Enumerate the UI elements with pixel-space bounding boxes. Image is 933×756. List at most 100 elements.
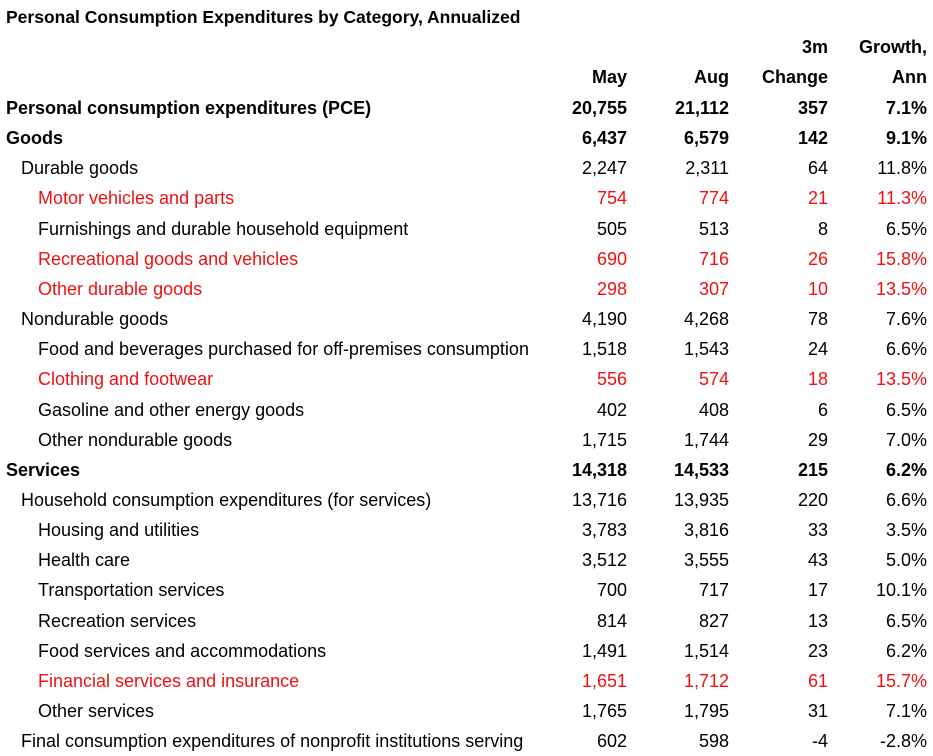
cell-may: 505 [596, 218, 627, 239]
table-row: Recreation services 814 827 13 6.5% [0, 606, 933, 636]
cell-growth: 6.5% [885, 218, 927, 239]
cell-may: 3,783 [581, 520, 627, 541]
cell-aug: 716 [698, 248, 729, 269]
cell-may: 1,491 [581, 640, 627, 661]
header-change-line1: 3m [801, 37, 828, 57]
cell-aug: 717 [698, 580, 729, 601]
cell-may: 690 [596, 248, 627, 269]
header-growth-bottom: Ann [836, 62, 927, 92]
cell-growth: 6.5% [885, 399, 927, 420]
cell-growth: 15.8% [875, 248, 927, 269]
table-row: Other services 1,765 1,795 31 7.1% [0, 696, 933, 726]
table-row: Gasoline and other energy goods 402 408 6 6.… [0, 395, 933, 425]
cell-change: 24 [807, 339, 828, 360]
cell-growth: 7.1% [885, 98, 927, 118]
row-label: Furnishings and durable household equipm… [38, 218, 409, 239]
header-change-line2: Change [761, 67, 828, 87]
cell-growth: 7.1% [885, 701, 927, 721]
cell-change: 357 [797, 98, 828, 118]
cell-may: 3,512 [581, 550, 627, 571]
table-row: Durable goods 2,247 2,311 64 11.8% [0, 153, 933, 183]
table-row: Furnishings and durable household equipm… [0, 214, 933, 244]
cell-may: 556 [596, 369, 627, 390]
cell-growth: 13.5% [875, 278, 927, 299]
row-label: Other nondurable goods [38, 429, 233, 450]
cell-may: 754 [596, 188, 627, 209]
cell-growth: 6.5% [885, 610, 927, 631]
cell-change: 215 [797, 459, 828, 480]
cell-may: 814 [596, 610, 627, 631]
row-label: Other durable goods [38, 278, 203, 299]
cell-growth: 5.0% [885, 550, 927, 571]
cell-growth: 6.2% [885, 640, 927, 661]
cell-change: 26 [807, 248, 828, 269]
cell-growth: 15.7% [875, 670, 927, 691]
cell-change: 78 [807, 309, 828, 330]
cell-change: 10 [807, 278, 828, 299]
table-row: Goods 6,437 6,579 142 9.1% [0, 123, 933, 153]
table-row: Other durable goods 298 307 10 13.5% [0, 274, 933, 304]
cell-aug: 598 [698, 731, 729, 752]
cell-change: 33 [807, 520, 828, 541]
cell-aug: 6,579 [683, 128, 729, 149]
row-label: Recreational goods and vehicles [38, 248, 299, 269]
cell-may: 6,437 [581, 128, 627, 149]
row-label: Goods [6, 128, 63, 149]
row-label: Financial services and insurance [38, 670, 300, 691]
cell-aug: 14,533 [673, 459, 729, 480]
header-change-top: 3m [740, 32, 828, 62]
table-row: Transportation services 700 717 17 10.1% [0, 575, 933, 605]
header-may: May [560, 62, 627, 92]
cell-growth: 6.2% [885, 459, 927, 480]
cell-may: 402 [596, 399, 627, 420]
cell-aug: 21,112 [674, 98, 729, 118]
cell-growth: 9.1% [885, 128, 927, 149]
table-row: Services 14,318 14,533 215 6.2% [0, 455, 933, 485]
cell-aug: 574 [698, 369, 729, 390]
cell-growth: 10.1% [875, 580, 927, 601]
cell-may: 1,765 [581, 701, 627, 721]
table-row: Housing and utilities 3,783 3,816 33 3.5% [0, 515, 933, 545]
cell-change: 18 [807, 369, 828, 390]
cell-may: 2,247 [581, 158, 627, 179]
table-row: Personal consumption expenditures (PCE) 2… [0, 93, 933, 123]
cell-may: 20,755 [571, 98, 627, 118]
header-growth-line1: Growth, [859, 37, 927, 57]
cell-aug: 774 [698, 188, 729, 209]
cell-growth: 7.0% [885, 429, 927, 450]
cell-may: 1,651 [581, 670, 627, 691]
row-label: Gasoline and other energy goods [38, 399, 305, 420]
row-label: Final consumption expenditures of nonpro… [21, 731, 528, 752]
cell-growth: 7.6% [885, 309, 927, 330]
cell-may: 1,715 [581, 429, 627, 450]
table-row: Food and beverages purchased for off-pre… [0, 334, 933, 364]
cell-change: 17 [807, 580, 828, 601]
row-label: Nondurable goods [21, 309, 169, 330]
cell-aug: 2,311 [685, 158, 729, 179]
cell-may: 602 [596, 731, 627, 752]
table-row: Recreational goods and vehicles 690 716 26 1… [0, 244, 933, 274]
cell-aug: 1,514 [683, 640, 729, 661]
cell-growth: 13.5% [875, 369, 927, 390]
cell-growth: 11.8% [877, 158, 927, 179]
cell-change: 8 [817, 218, 828, 239]
cell-growth: 6.6% [885, 489, 927, 510]
cell-change: 31 [807, 701, 828, 721]
table-row: Other nondurable goods 1,715 1,744 29 7.0% [0, 425, 933, 455]
cell-change: 23 [807, 640, 828, 661]
row-label: Recreation services [38, 610, 197, 631]
row-label: Food services and accommodations [38, 640, 327, 661]
cell-change: 220 [797, 489, 828, 510]
table-row: Financial services and insurance 1,651 1,7… [0, 666, 933, 696]
cell-growth: 11.3% [877, 188, 927, 209]
cell-change: 6 [817, 399, 828, 420]
row-label: Health care [38, 550, 131, 571]
table-row: Clothing and footwear 556 574 18 13.5% [0, 364, 933, 394]
cell-aug: 307 [698, 278, 729, 299]
cell-aug: 1,795 [683, 701, 729, 721]
cell-aug: 408 [698, 399, 729, 420]
table-row: Food services and accommodations 1,491 1,5… [0, 636, 933, 666]
header-aug: Aug [640, 62, 729, 92]
cell-may: 700 [596, 580, 627, 601]
row-label: Durable goods [21, 158, 139, 179]
